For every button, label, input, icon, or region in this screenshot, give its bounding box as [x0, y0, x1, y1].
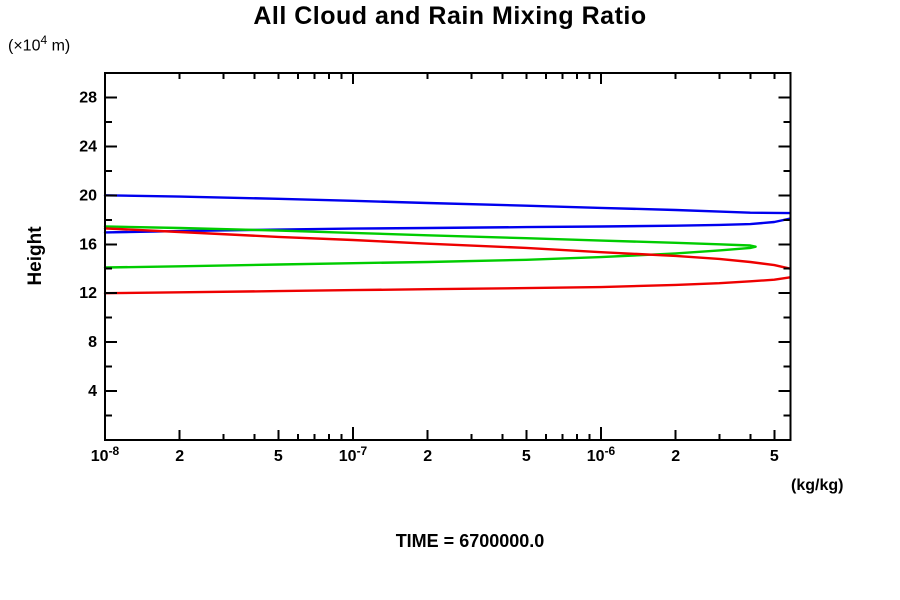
y-tick-label: 4	[88, 383, 97, 400]
y-tick-label: 16	[79, 236, 97, 253]
green-series-line	[103, 225, 757, 269]
y-tick-label: 8	[88, 334, 97, 351]
y-tick-label: 28	[79, 90, 97, 107]
plot-border	[104, 72, 792, 441]
y-axis-unit-prefix: (×10	[8, 37, 41, 55]
blue-series-line	[103, 217, 792, 234]
x-tick-label: 5	[274, 448, 283, 465]
x-axis-unit-label: (kg/kg)	[791, 477, 844, 494]
x-tick-label: 5	[770, 448, 779, 465]
x-tick-label: 2	[423, 448, 432, 465]
red-series-line	[103, 227, 792, 270]
blue-series-line	[103, 194, 792, 215]
x-tick-label: 10-8	[91, 444, 120, 465]
x-axis-labels: 10-8 2 5 10-7 2 5 10-6 2 5	[91, 444, 779, 465]
red-series-line	[103, 276, 792, 295]
y-tick-label: 20	[79, 187, 97, 204]
x-tick-label: 10-6	[587, 444, 616, 465]
y-tick-label: 24	[79, 138, 97, 155]
y-axis-unit-exponent: 4	[40, 33, 48, 47]
x-tick-label: 2	[175, 448, 184, 465]
series-group	[103, 194, 792, 295]
x-tick-label: 5	[522, 448, 531, 465]
time-label: TIME = 6700000.0	[395, 531, 545, 551]
x-tick-label: 2	[671, 448, 680, 465]
chart-title: All Cloud and Rain Mixing Ratio	[253, 2, 647, 30]
y-axis-labels: 4 8 12 16 20 24 28	[79, 90, 97, 401]
x-axis-ticks	[104, 73, 776, 440]
y-axis-unit-suffix: m)	[47, 37, 71, 55]
y-tick-label: 12	[79, 285, 97, 302]
y-axis-ticks	[105, 96, 791, 417]
y-axis-unit-label: (×104 m)	[8, 33, 70, 55]
x-tick-label: 10-7	[339, 444, 368, 465]
